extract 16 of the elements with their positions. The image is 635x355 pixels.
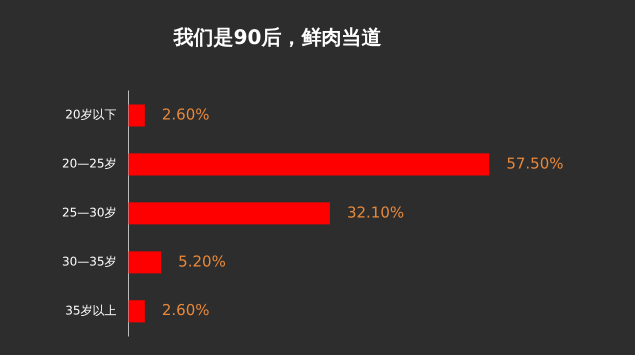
y-tick-label: 20岁以下 xyxy=(65,108,117,122)
data-label: 2.60% xyxy=(162,301,210,320)
bar xyxy=(128,104,145,126)
chart-title: 我们是90后，鲜肉当道 xyxy=(172,25,382,50)
data-label: 5.20% xyxy=(178,252,226,270)
data-label: 2.60% xyxy=(162,105,210,124)
y-tick-label: 20—25岁 xyxy=(62,156,117,171)
y-tick-label: 35岁以上 xyxy=(65,303,117,318)
y-tick-label: 30—35岁 xyxy=(62,254,117,268)
y-tick-label: 25—30岁 xyxy=(62,206,117,220)
bar xyxy=(128,153,490,176)
bar xyxy=(128,251,162,274)
bar xyxy=(128,300,145,322)
bar xyxy=(128,202,330,224)
data-label: 57.50% xyxy=(506,154,564,172)
data-label: 32.10% xyxy=(346,203,404,222)
